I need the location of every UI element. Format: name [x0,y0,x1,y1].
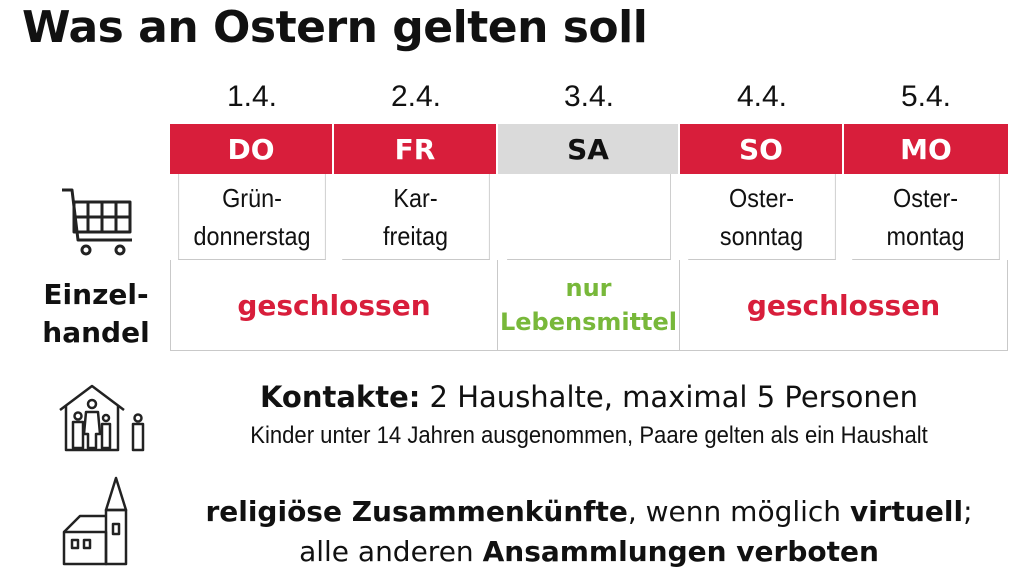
religion-text-1: , wenn möglich [627,495,850,528]
retail-label: Einzel- handel [42,278,150,349]
religion-info: religiöse Zusammenkünfte, wenn möglich v… [170,492,1008,572]
house-family-icon [59,384,145,452]
day-header-mo: MO [844,124,1008,174]
day-header-sa: SA [498,124,680,174]
date-4: 4.4. [736,80,788,113]
holiday-1: Grün- donnerstag [178,174,326,260]
date-1: 1.4. [226,80,278,113]
contacts-heading: Kontakte: [259,380,421,414]
easter-table: DO FR SA SO MO Grün- donnerstag Kar- fre… [170,124,1008,351]
day-header-fr: FR [334,124,498,174]
day-header-so: SO [680,124,844,174]
retail-status-closed-left: geschlossen [170,260,498,351]
contacts-note: Kinder unter 14 Jahren ausgenommen, Paar… [250,422,928,449]
page-title: Was an Ostern gelten soll [22,2,648,53]
religion-text-2: ; [963,495,973,528]
dates-row: 1.4. 2.4. 3.4. 4.4. 5.4. [170,80,1008,120]
religion-bold-3: Ansammlungen verboten [482,535,879,568]
date-2: 2.4. [390,80,442,113]
contacts-text: 2 Haushalte, maximal 5 Personen [420,380,919,414]
shopping-cart-icon [62,188,132,256]
church-icon [62,476,128,566]
holiday-5: Oster- montag [852,174,1000,260]
day-header-do: DO [170,124,334,174]
date-5: 5.4. [900,80,952,113]
religion-line-2: alle anderen Ansammlungen verboten [170,532,1008,572]
religion-line-1: religiöse Zusammenkünfte, wenn möglich v… [170,492,1008,532]
holiday-3 [507,174,671,260]
retail-status-closed-right: geschlossen [680,260,1008,351]
religion-bold-2: virtuell [849,495,964,528]
date-3: 3.4. [563,80,615,113]
retail-status-food-only: nur Lebensmittel [498,260,680,351]
holiday-4: Oster- sonntag [688,174,836,260]
holiday-2: Kar- freitag [342,174,490,260]
religion-bold-1: religiöse Zusammenkünfte [205,495,628,528]
contacts-line: Kontakte: 2 Haushalte, maximal 5 Persone… [170,380,1008,414]
religion-text-3: alle anderen [299,535,483,568]
contacts-info: Kontakte: 2 Haushalte, maximal 5 Persone… [170,380,1008,450]
